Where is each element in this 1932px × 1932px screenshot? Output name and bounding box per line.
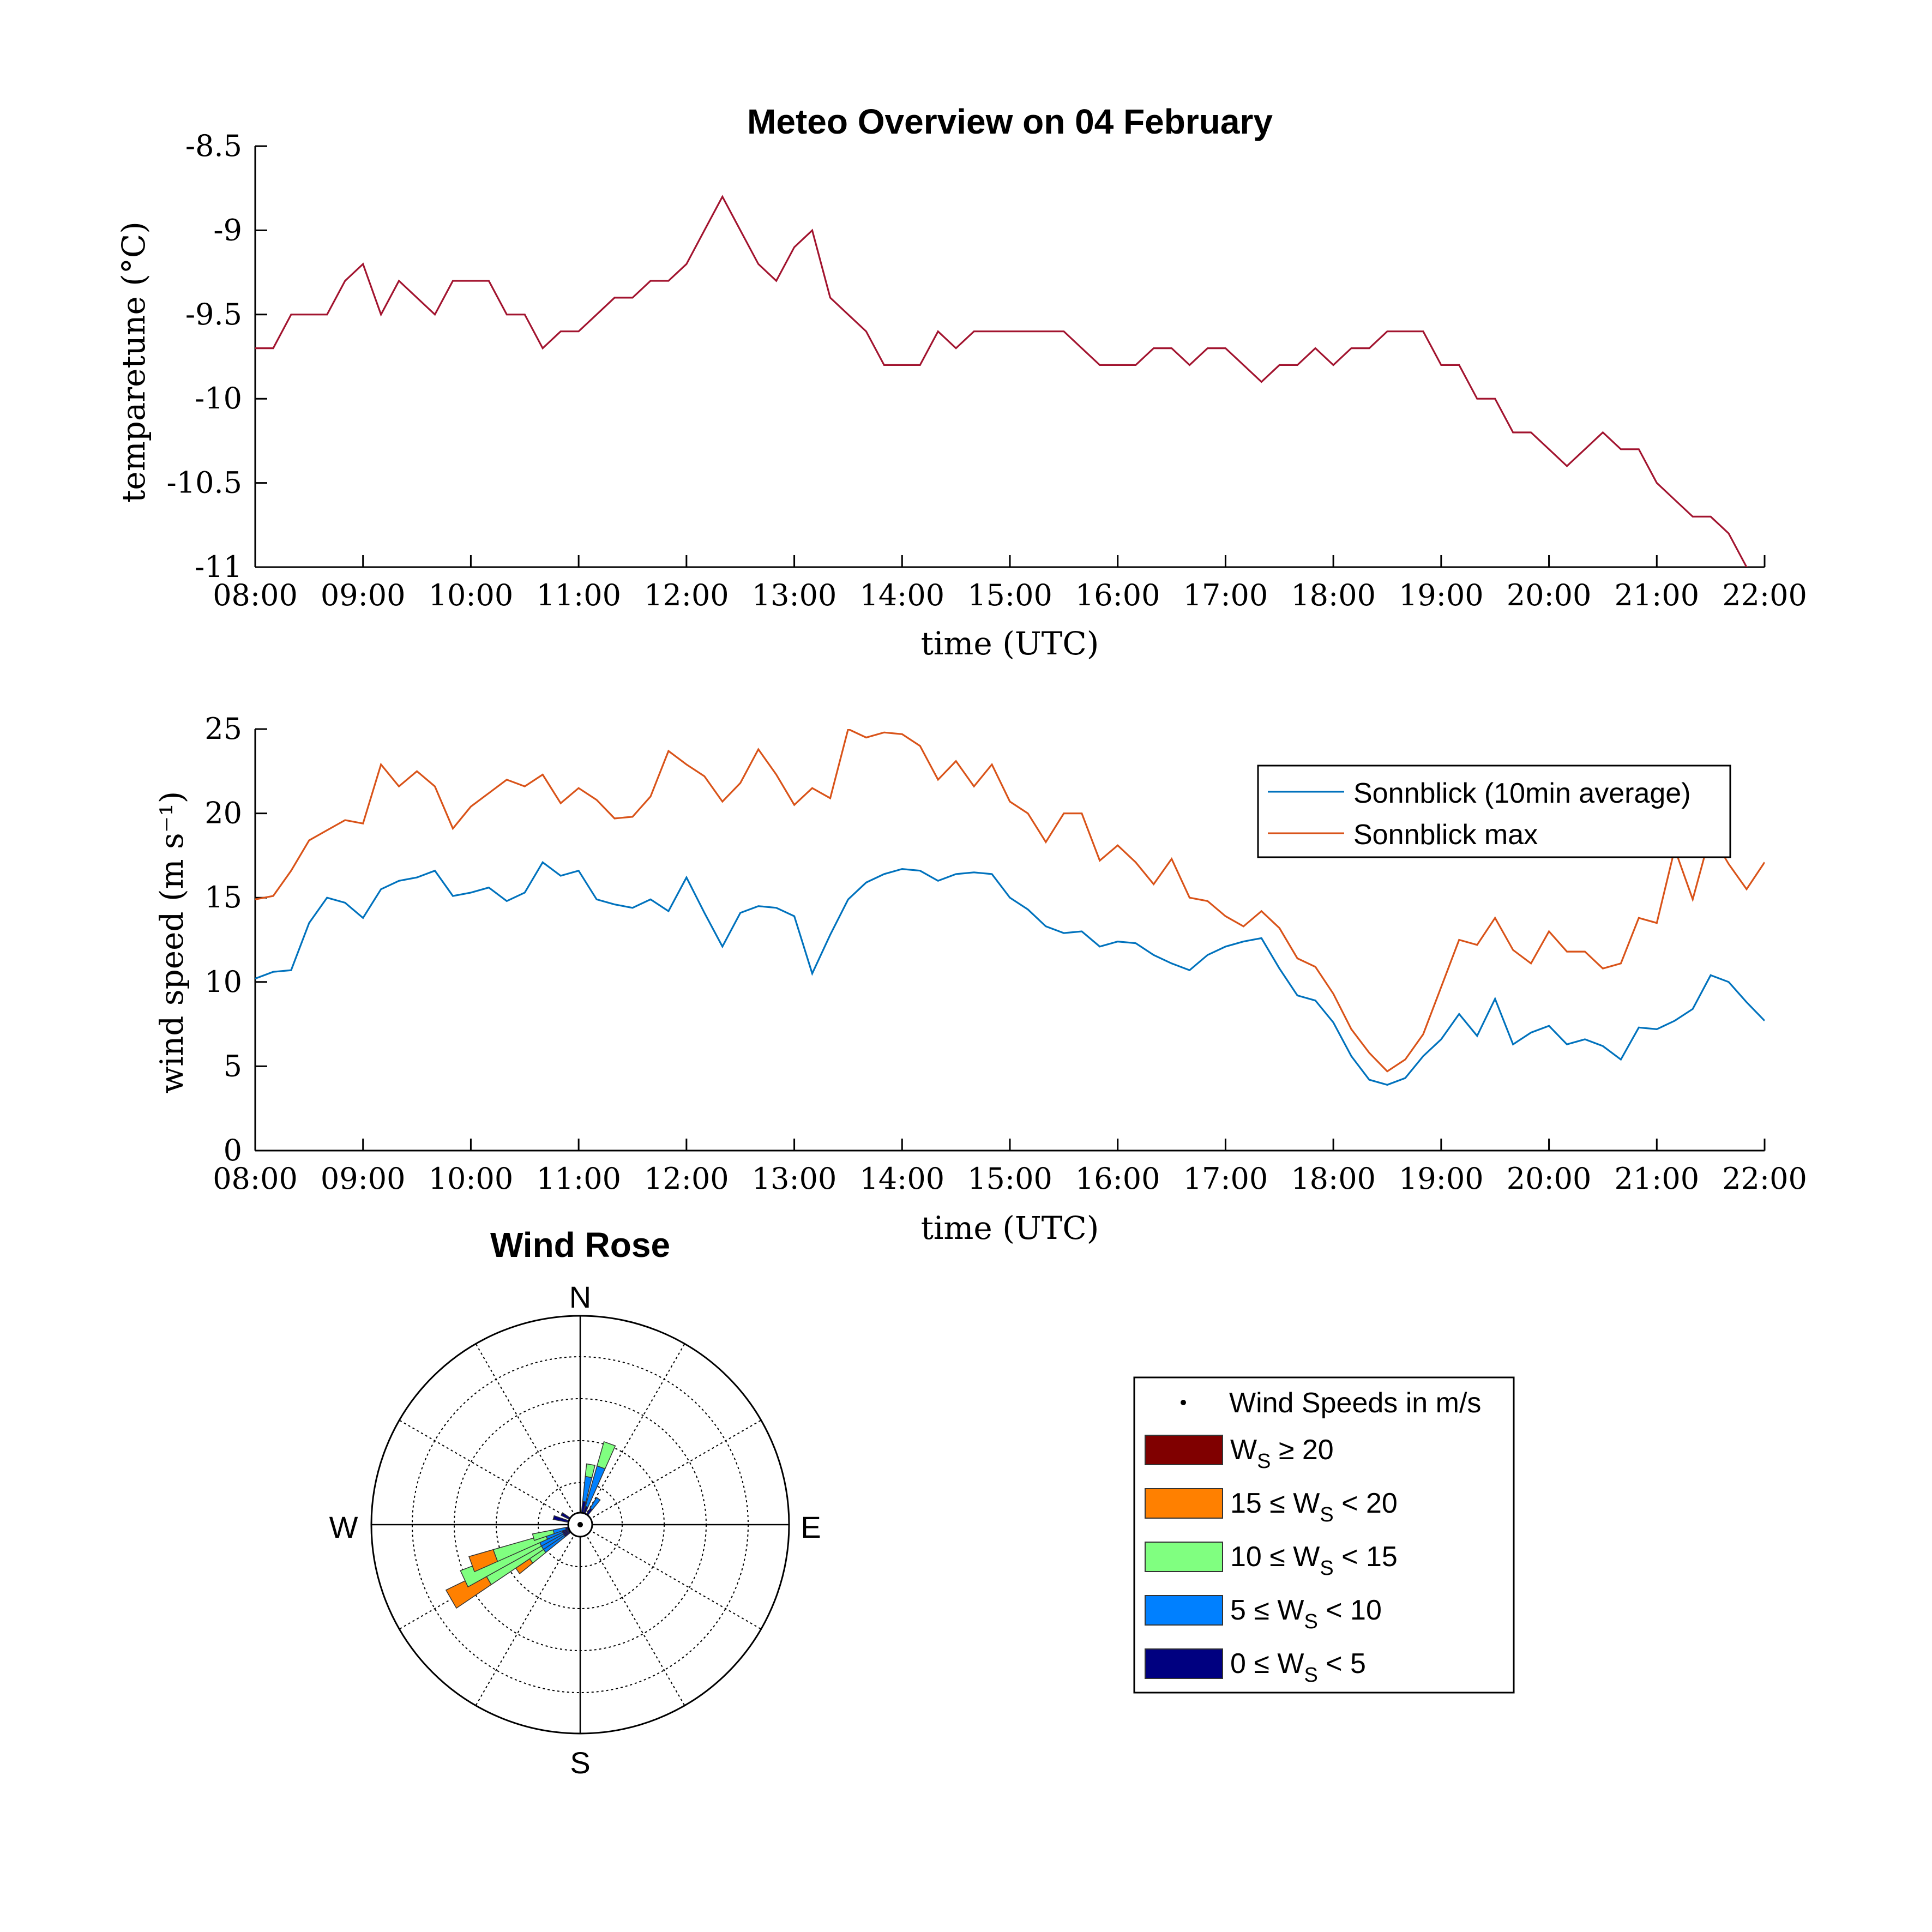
rose-legend-label: 10 ≤ WS < 15 (1230, 1541, 1398, 1580)
rose-spoke (475, 1524, 581, 1706)
legend-label-max: Sonnblick max (1353, 819, 1538, 851)
y-tick-label: 15 (204, 880, 242, 914)
rose-legend-items: WS ≥ 20 15 ≤ WS < 20 10 ≤ WS < 15 5 ≤ WS < … (1145, 1434, 1398, 1687)
wind-ylabel: wind speed (m s⁻¹) (153, 791, 190, 1094)
x-tick-label: 13:00 (752, 1161, 837, 1196)
temperature-ylabel: temparetune (°C) (115, 221, 152, 503)
x-tick-label: 20:00 (1507, 1161, 1592, 1196)
x-tick-label: 20:00 (1507, 578, 1592, 612)
x-tick-label: 12:00 (644, 578, 729, 612)
x-tick-label: 09:00 (321, 1161, 406, 1196)
y-tick-label: -9 (213, 213, 242, 247)
rose-spoke (580, 1524, 685, 1706)
rose-legend-label: 5 ≤ WS < 10 (1230, 1594, 1382, 1633)
rose-spoke (475, 1343, 581, 1525)
rose-legend-label: 15 ≤ WS < 20 (1230, 1488, 1398, 1526)
x-tick-label: 21:00 (1614, 578, 1699, 612)
x-tick-label: 22:00 (1722, 578, 1807, 612)
series-line-0 (255, 860, 1765, 1086)
x-tick-label: 11:00 (536, 1161, 621, 1196)
rose-sector-segment (596, 1441, 616, 1470)
x-tick-label: 12:00 (644, 1161, 729, 1196)
wind-legend-box (1257, 765, 1731, 858)
legend-label-average: Sonnblick (10min average) (1353, 778, 1691, 809)
y-tick-label: -9.5 (185, 297, 242, 332)
y-tick-label: -11 (195, 550, 242, 584)
direction-n: N (569, 1280, 591, 1314)
y-tick-label: -10 (195, 381, 242, 416)
rose-center-dot-icon (577, 1522, 583, 1527)
rose-legend-swatch (1145, 1435, 1223, 1465)
x-tick-label: 14:00 (859, 1161, 944, 1196)
y-tick-label: -10.5 (167, 466, 242, 500)
rose-legend-swatch (1145, 1488, 1223, 1519)
x-tick-label: 17:00 (1183, 578, 1268, 612)
wind-rose-title: Wind Rose (490, 1225, 670, 1265)
direction-s: S (570, 1746, 590, 1780)
direction-e: E (801, 1510, 821, 1544)
temperature-axes: 08:00 09:00 10:00 11:00 12:00 13:00 14:00 15:00… (167, 129, 1807, 612)
rose-legend-title: Wind Speeds in m/s (1229, 1387, 1481, 1419)
x-tick-label: 09:00 (321, 578, 406, 612)
rose-legend: Wind Speeds in m/s WS ≥ 20 15 ≤ WS < 20 10… (1133, 1376, 1515, 1694)
rose-legend-box (1133, 1376, 1515, 1694)
x-tick-label: 11:00 (536, 578, 621, 612)
rose-spoke (580, 1524, 762, 1630)
x-tick-label: 18:00 (1291, 578, 1376, 612)
y-tick-label: 0 (224, 1133, 242, 1167)
rose-legend-swatch (1145, 1648, 1223, 1679)
rose-spoke (399, 1419, 581, 1525)
x-tick-label: 21:00 (1614, 1161, 1699, 1196)
direction-w: W (329, 1510, 358, 1544)
wind-xlabel: time (UTC) (921, 1209, 1099, 1247)
y-tick-label: 10 (204, 965, 242, 999)
rose-spoke (580, 1343, 685, 1525)
x-tick-label: 14:00 (859, 578, 944, 612)
wind-rose (370, 1315, 790, 1735)
rose-legend-label: WS ≥ 20 (1230, 1434, 1334, 1473)
series-line-0 (255, 195, 1748, 567)
rose-legend-label: 0 ≤ WS < 5 (1230, 1648, 1366, 1687)
x-tick-label: 18:00 (1291, 1161, 1376, 1196)
rose-legend-swatch (1145, 1595, 1223, 1626)
x-tick-label: 16:00 (1075, 1161, 1160, 1196)
series-line-1 (255, 729, 1765, 1073)
x-tick-label: 15:00 (967, 578, 1052, 612)
y-tick-label: 5 (224, 1049, 242, 1083)
wind-speed-axes: 08:00 09:00 10:00 11:00 12:00 13:00 14:00 15:00… (204, 712, 1807, 1196)
x-tick-label: 17:00 (1183, 1161, 1268, 1196)
x-tick-label: 16:00 (1075, 578, 1160, 612)
rose-sector-segment (532, 1529, 555, 1541)
y-tick-label: -8.5 (185, 129, 242, 163)
wind-legend: Sonnblick (10min average) Sonnblick max (1257, 765, 1731, 858)
x-tick-label: 10:00 (429, 1161, 514, 1196)
rose-sector-segment (589, 1497, 601, 1510)
x-tick-label: 10:00 (429, 578, 514, 612)
x-tick-label: 15:00 (967, 1161, 1052, 1196)
rose-spoke (580, 1419, 762, 1525)
temperature-xlabel: time (UTC) (921, 625, 1099, 662)
x-tick-label: 19:00 (1399, 578, 1484, 612)
x-tick-label: 08:00 (213, 578, 298, 612)
y-tick-label: 20 (204, 796, 242, 830)
figure-title: Meteo Overview on 04 February (747, 102, 1273, 141)
rose-legend-dot-icon (1181, 1400, 1186, 1405)
rose-sector-segment (468, 1549, 498, 1573)
x-tick-label: 19:00 (1399, 1161, 1484, 1196)
x-tick-label: 13:00 (752, 578, 837, 612)
x-tick-label: 22:00 (1722, 1161, 1807, 1196)
rose-sector-segment (585, 1463, 596, 1478)
y-tick-label: 25 (204, 712, 242, 746)
x-tick-label: 08:00 (213, 1161, 298, 1196)
rose-legend-swatch (1145, 1542, 1223, 1572)
